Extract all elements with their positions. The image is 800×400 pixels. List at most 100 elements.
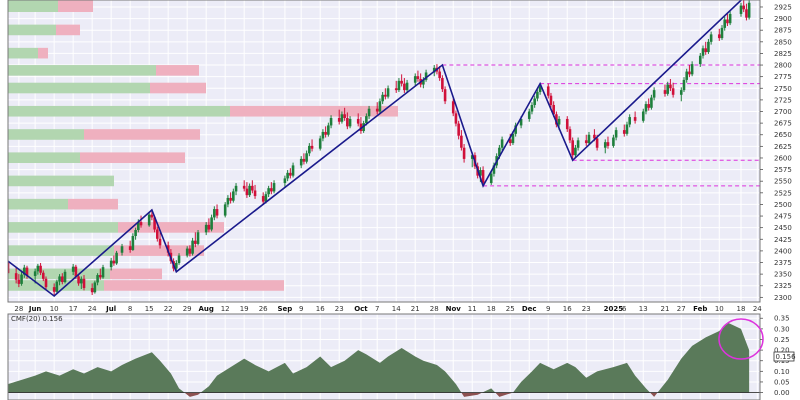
candle-body [232, 191, 235, 201]
candle-body [25, 267, 29, 276]
candle-body [479, 170, 482, 176]
cmf-value-badge: 0.156 [773, 351, 796, 362]
candle-body [158, 238, 162, 246]
candle-body [270, 188, 273, 192]
cmf-area [8, 322, 760, 397]
candle-body [302, 158, 306, 162]
candle-body [71, 266, 75, 272]
candle-body [337, 118, 341, 122]
candle-body [340, 114, 344, 122]
indicator-tick-label: 0.10 [774, 368, 790, 376]
candle-body [185, 248, 189, 256]
candle-body [701, 48, 705, 56]
candle-body [36, 265, 40, 272]
candle-body [432, 67, 436, 73]
candle-body [44, 278, 48, 288]
candle-body [226, 197, 230, 205]
candle-body [527, 111, 531, 119]
zigzag-trendlines [8, 0, 743, 297]
candle-body [63, 271, 67, 283]
candle-body [508, 139, 512, 144]
candle-body [457, 123, 460, 136]
date-tick-label: 13 [639, 305, 648, 313]
candle-body [688, 71, 691, 75]
date-tick-label: Dec [522, 305, 537, 313]
date-tick-label: 11 [468, 305, 477, 313]
candle-body [381, 94, 384, 102]
candle-body [272, 183, 276, 192]
candle-body [58, 276, 61, 282]
candle-body [413, 76, 417, 83]
price-tick-label: 2450 [774, 224, 792, 232]
candle-body [720, 27, 724, 39]
date-tick-label: 7 [375, 305, 379, 313]
date-tick-label: 14 [392, 305, 401, 313]
candle-body [498, 147, 501, 157]
volume-bar-up [8, 82, 150, 94]
volume-bar-up [8, 47, 38, 59]
candle-body [666, 84, 669, 94]
candle-body [576, 140, 580, 148]
candle-body [397, 80, 401, 91]
candle-body [424, 72, 428, 80]
indicator-tick-label: 0.00 [774, 389, 790, 397]
candle-body [134, 229, 137, 237]
candle-body [188, 248, 192, 254]
price-tick-label: 2400 [774, 247, 792, 255]
candle-body [120, 246, 124, 253]
candle-body [416, 76, 420, 79]
candle-body [101, 267, 105, 278]
volume-bar-up [8, 0, 58, 13]
candle-body [20, 274, 23, 284]
candle-body [568, 129, 572, 141]
candle-body [679, 90, 683, 95]
candle-body [745, 9, 748, 18]
candle-body [196, 232, 200, 244]
candle-body [210, 217, 213, 230]
volume-bar-down [150, 82, 206, 94]
candle-body [650, 97, 653, 108]
volume-bar-up [8, 65, 156, 76]
cmf-positive-area [8, 322, 750, 393]
candle-body [726, 19, 729, 24]
price-tick-label: 2425 [774, 236, 792, 244]
candle-body [343, 114, 346, 119]
candle-body [747, 2, 751, 18]
date-tick-label: 23 [335, 305, 344, 313]
price-tick-label: 2675 [774, 120, 792, 128]
price-tick-label: 2625 [774, 143, 792, 151]
price-tick-label: 2925 [774, 3, 792, 11]
candle-body [587, 134, 591, 144]
date-tick-label: 26 [259, 305, 268, 313]
candle-body [291, 165, 295, 176]
candle-body [251, 185, 254, 191]
volume-bar-down [110, 268, 162, 280]
candle-body [109, 260, 113, 268]
volume-bar-down [58, 0, 93, 13]
candle-body [267, 188, 270, 195]
candle-body [400, 80, 403, 84]
candle-body [329, 118, 333, 126]
candle-body [614, 130, 618, 138]
volume-bar-up [8, 152, 80, 164]
volume-bar-up [8, 268, 110, 280]
indicator-tick-label: 0.20 [774, 347, 790, 355]
candle-body [647, 104, 650, 108]
price-tick-label: 2575 [774, 166, 792, 174]
candle-body [137, 222, 140, 230]
candle-body [533, 98, 536, 106]
indicator-tick-label: 0.35 [774, 315, 790, 323]
candle-body [489, 173, 493, 184]
candle-body [74, 266, 78, 277]
price-tick-label: 2900 [774, 15, 792, 23]
candle-body [682, 79, 686, 91]
candle-body [367, 108, 371, 117]
date-tick-label: Feb [693, 305, 707, 313]
candle-body [327, 125, 330, 135]
candle-body [289, 172, 292, 176]
candle-body [131, 236, 135, 250]
candle-body [690, 64, 694, 75]
date-tick-label: 24 [88, 305, 97, 313]
candle-body [229, 197, 232, 201]
candle-body [153, 217, 156, 230]
